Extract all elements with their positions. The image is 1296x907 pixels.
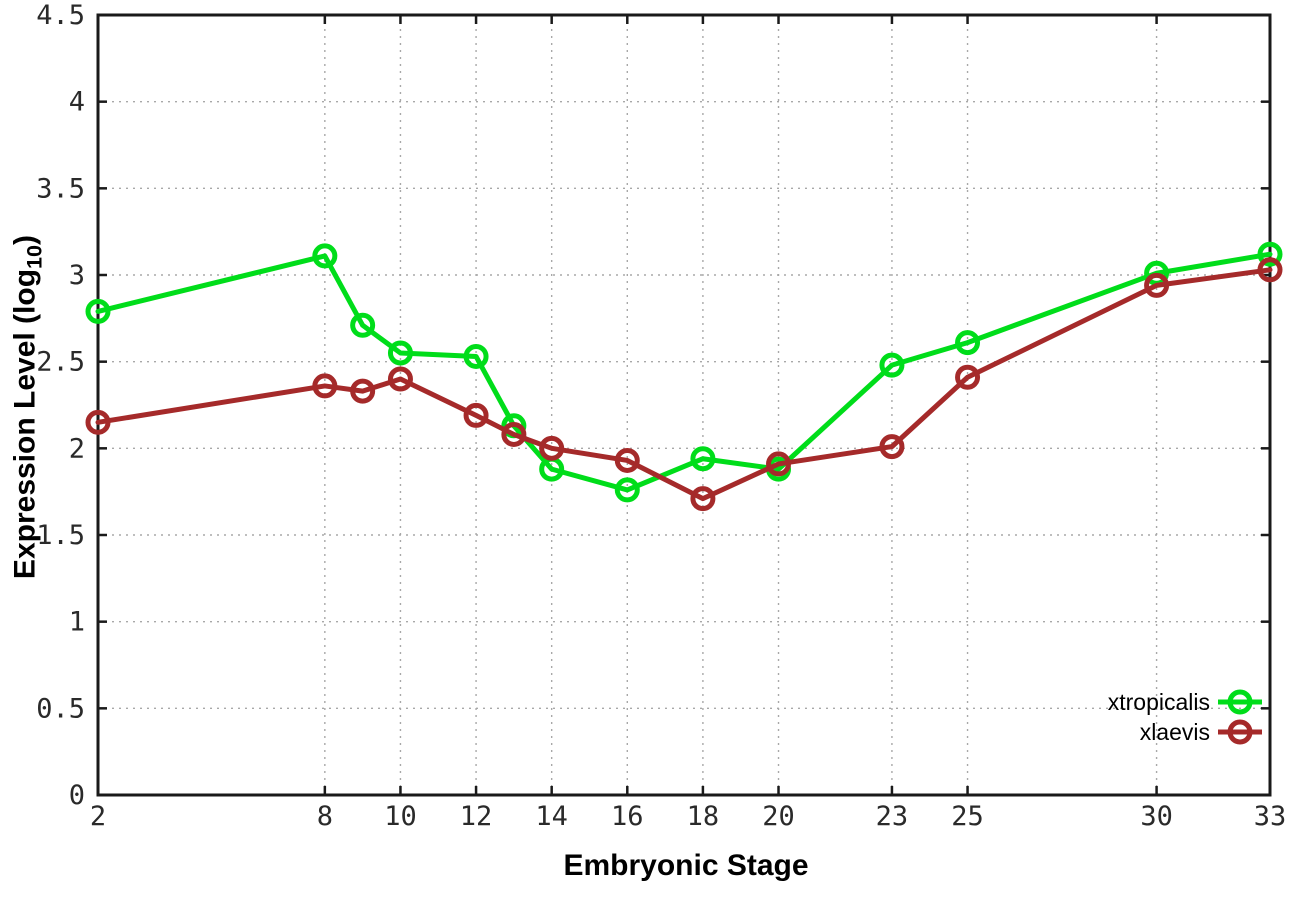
data-point-xlaevis <box>1257 257 1283 283</box>
y-tick-label: 2 <box>69 433 85 464</box>
data-point-xlaevis <box>350 378 376 404</box>
data-point-xlaevis <box>85 409 111 435</box>
y-tick-label: 4.5 <box>36 0 85 31</box>
x-axis-title: Embryonic Stage <box>563 849 809 882</box>
data-point-xlaevis <box>955 364 981 390</box>
data-point-xtropicalis <box>463 343 489 369</box>
y-tick-label: 3.5 <box>36 173 85 204</box>
y-tick-label: 4 <box>69 87 85 118</box>
data-point-xlaevis <box>463 402 489 428</box>
x-tick-label: 8 <box>317 801 333 832</box>
data-point-xlaevis <box>879 434 905 460</box>
legend-marker-xtropicalis <box>1227 689 1253 715</box>
y-axis-title-main: Expression Level (log <box>8 268 42 580</box>
data-point-xlaevis <box>539 435 565 461</box>
data-point-xlaevis <box>690 486 716 512</box>
data-point-xtropicalis <box>879 352 905 378</box>
legend-label-xlaevis: xlaevis <box>1140 719 1210 745</box>
y-tick-label: 0.5 <box>36 693 85 724</box>
x-tick-label: 18 <box>687 801 720 832</box>
legend-marker-xlaevis <box>1227 719 1253 745</box>
x-tick-label: 33 <box>1254 801 1287 832</box>
data-point-xtropicalis <box>1257 241 1283 267</box>
data-point-xlaevis <box>387 366 413 392</box>
series-line-xlaevis <box>95 267 1273 502</box>
data-point-xtropicalis <box>955 330 981 356</box>
data-point-xlaevis <box>766 451 792 477</box>
x-tick-label: 10 <box>384 801 417 832</box>
x-tick-label: 2 <box>90 801 106 832</box>
y-tick-label: 1.5 <box>36 520 85 551</box>
legend-label-xtropicalis: xtropicalis <box>1108 689 1210 715</box>
data-point-xtropicalis <box>614 477 640 503</box>
y-tick-label: 2.5 <box>36 347 85 378</box>
x-tick-label: 14 <box>535 801 568 832</box>
y-tick-label: 0 <box>69 780 85 811</box>
x-tick-label: 20 <box>762 801 795 832</box>
x-tick-label: 30 <box>1140 801 1173 832</box>
data-point-xtropicalis <box>85 298 111 324</box>
x-tick-label: 12 <box>460 801 493 832</box>
x-tick-label: 16 <box>611 801 644 832</box>
data-point-xtropicalis <box>690 446 716 472</box>
y-tick-label: 1 <box>69 607 85 638</box>
data-point-xlaevis <box>614 447 640 473</box>
data-point-xtropicalis <box>387 340 413 366</box>
x-tick-label: 23 <box>876 801 909 832</box>
data-point-xtropicalis <box>312 243 338 269</box>
data-point-xlaevis <box>1144 272 1170 298</box>
y-tick-label: 3 <box>69 260 85 291</box>
y-axis-title-close: ) <box>8 234 42 245</box>
x-tick-label: 25 <box>951 801 984 832</box>
data-point-xtropicalis <box>350 312 376 338</box>
y-axis-title-subscript: 10 <box>21 244 47 269</box>
data-point-xlaevis <box>312 373 338 399</box>
data-point-xlaevis <box>501 421 527 447</box>
plot-frame <box>96 13 1272 797</box>
series-line-xtropicalis <box>95 251 1273 493</box>
y-axis-title: Expression Level (log10) <box>9 235 48 579</box>
